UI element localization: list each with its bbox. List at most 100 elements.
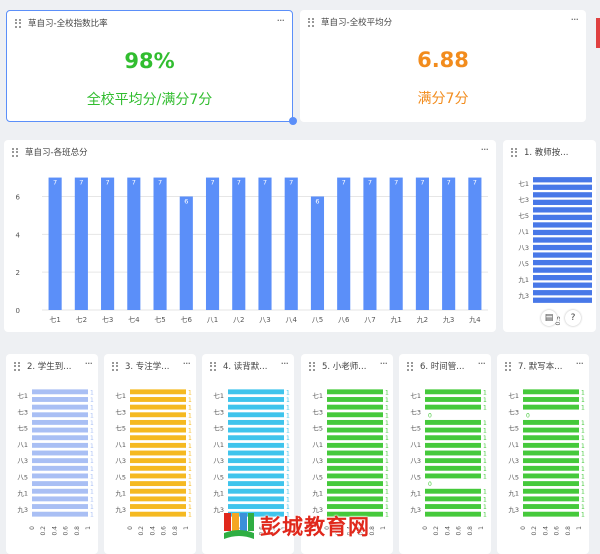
kpi-card-average[interactable]: 草自习-全校平均分 ··· 6.88 满分7分	[300, 10, 586, 122]
more-options-icon[interactable]: ···	[280, 357, 289, 370]
metric-chart-card[interactable]: 5. 小老师... ··· 1 1 1 1 1 1 1 1 1 1 1 1 1 1 1 1 1 七1 七3 七5 八1 八3…	[301, 354, 393, 554]
bar	[32, 397, 88, 402]
bar	[228, 389, 284, 395]
bar	[425, 427, 481, 433]
bar	[523, 435, 579, 441]
bar-value-label: 0	[428, 481, 432, 488]
more-options-icon[interactable]: ···	[276, 14, 285, 27]
bar-value-label: 1	[385, 435, 389, 442]
drag-handle-icon[interactable]	[505, 361, 512, 371]
y-tick-label: 七5	[115, 424, 126, 433]
x-tick-label: 七1	[49, 315, 60, 324]
drag-handle-icon[interactable]	[407, 361, 414, 371]
bar	[127, 177, 141, 310]
drag-handle-icon[interactable]	[14, 361, 21, 371]
bar-value-label: 1	[286, 405, 290, 412]
bar-value-label: 1	[188, 504, 192, 511]
y-tick-label: 九1	[518, 275, 529, 284]
bar-value-label: 1	[385, 473, 389, 480]
x-tick-label: 九2	[417, 315, 428, 324]
bar-value-label: 1	[581, 458, 585, 465]
metric-chart-card[interactable]: 2. 学生到... ··· 1 1 1 1 1 1 1 1 1 1 1 1 1 1 1 1 1 七1 七3 七5 八1 八3…	[6, 354, 98, 554]
metric-chart-card[interactable]: 3. 专注学... ··· 1 1 1 1 1 1 1 1 1 1 1 1 1 1 1 1 1 七1 七3 七5 八1 八3…	[104, 354, 196, 554]
bar	[533, 237, 592, 243]
card-title: 3. 专注学...	[125, 362, 170, 372]
kpi-card-ratio[interactable]: 草自习-全校指数比率 ··· 98% 全校平均分/满分7分	[6, 10, 293, 122]
x-tick-label: 七3	[102, 315, 113, 324]
x-tick-label: 1	[85, 526, 92, 530]
bar-value-label: 1	[483, 489, 487, 496]
bar-value-label: 1	[385, 458, 389, 465]
bar-value-label: 1	[581, 496, 585, 503]
y-tick-label: 七3	[213, 407, 224, 416]
y-tick-label: 八1	[17, 441, 28, 449]
bar-value-label: 7	[473, 179, 477, 187]
drag-handle-icon[interactable]	[15, 18, 22, 28]
y-tick-label: 八5	[312, 473, 323, 481]
bar	[533, 229, 592, 236]
bar-value-label: 1	[581, 405, 585, 412]
bar	[327, 488, 383, 494]
bar-value-label: 1	[483, 512, 487, 519]
bar-value-label: 1	[385, 512, 389, 519]
more-options-icon[interactable]: ···	[477, 357, 486, 370]
bar	[523, 442, 579, 448]
more-options-icon[interactable]: ···	[480, 143, 489, 156]
bar	[327, 435, 383, 441]
help-icon[interactable]: ?	[565, 310, 581, 326]
bar	[228, 435, 284, 441]
more-options-icon[interactable]: ···	[575, 357, 584, 370]
bar-value-label: 1	[188, 496, 192, 503]
x-tick-label: 0.6	[358, 526, 365, 536]
more-options-icon[interactable]: ···	[570, 13, 579, 26]
bar-value-label: 1	[90, 412, 94, 419]
bar-value-label: 1	[581, 451, 585, 458]
bar-value-label: 7	[237, 179, 241, 187]
resize-handle[interactable]	[289, 117, 297, 125]
metric-chart-card[interactable]: 4. 读背默... ··· 1 1 1 1 1 1 1 1 1 1 1 1 1 1 1 1 1 七1 七3 七5 八1 八3…	[202, 354, 294, 554]
y-tick-label: 七3	[17, 407, 28, 416]
drag-handle-icon[interactable]	[210, 361, 217, 371]
y-tick-label: 八3	[410, 457, 421, 465]
bar-value-label: 7	[368, 179, 372, 187]
drag-handle-icon[interactable]	[112, 361, 119, 371]
card-header: 3. 专注学...	[104, 354, 196, 378]
bar	[327, 412, 383, 418]
y-tick-label: 九1	[312, 489, 323, 498]
x-tick-label: 九3	[443, 315, 454, 324]
y-tick-label: 八1	[115, 441, 126, 449]
drag-handle-icon[interactable]	[12, 147, 19, 157]
bar	[327, 504, 383, 509]
y-tick-label: 七1	[213, 391, 224, 400]
metric-chart-card[interactable]: 6. 时间管... ··· 1 1 1 0 1 1 1 1 1 1 1 1 0 1 1 1 1 七1 七3 七5 八1 八3…	[399, 354, 491, 554]
drag-handle-icon[interactable]	[511, 147, 518, 157]
more-options-icon[interactable]: ···	[182, 357, 191, 370]
bar-value-label: 1	[581, 389, 585, 396]
document-icon[interactable]: ▤	[541, 310, 557, 326]
bar-value-label: 1	[385, 443, 389, 450]
more-options-icon[interactable]: ···	[84, 357, 93, 370]
bar	[363, 177, 377, 310]
bar	[523, 488, 579, 494]
bar	[130, 473, 186, 479]
drag-handle-icon[interactable]	[308, 17, 315, 27]
kpi-value: 98%	[124, 49, 175, 73]
bar	[32, 496, 88, 502]
bar-value-label: 1	[581, 443, 585, 450]
bar	[32, 450, 88, 456]
drag-handle-icon[interactable]	[309, 361, 316, 371]
more-options-icon[interactable]: ···	[379, 357, 388, 370]
class-total-chart-card[interactable]: 草自习-各班总分 ··· 0 2 4 6 7 七1 7 七2 7 七3 7 七4 7 七5 6 七6 7 八1 7 八…	[4, 140, 496, 332]
card-header: 2. 学生到...	[6, 354, 98, 378]
bar-value-label: 1	[188, 466, 192, 473]
x-tick-label: 1	[281, 526, 288, 530]
bar	[425, 397, 481, 402]
bar	[523, 504, 579, 509]
bar-value-label: 7	[106, 179, 110, 187]
bar-value-label: 1	[483, 405, 487, 412]
bar-value-label: 1	[483, 435, 487, 442]
metric-chart-card[interactable]: 7. 默写本... ··· 1 1 1 0 1 1 1 1 1 1 1 1 1 1 1 1 1 七1 七3 七5 八1 八3…	[497, 354, 589, 554]
bar-value-label: 1	[90, 473, 94, 480]
